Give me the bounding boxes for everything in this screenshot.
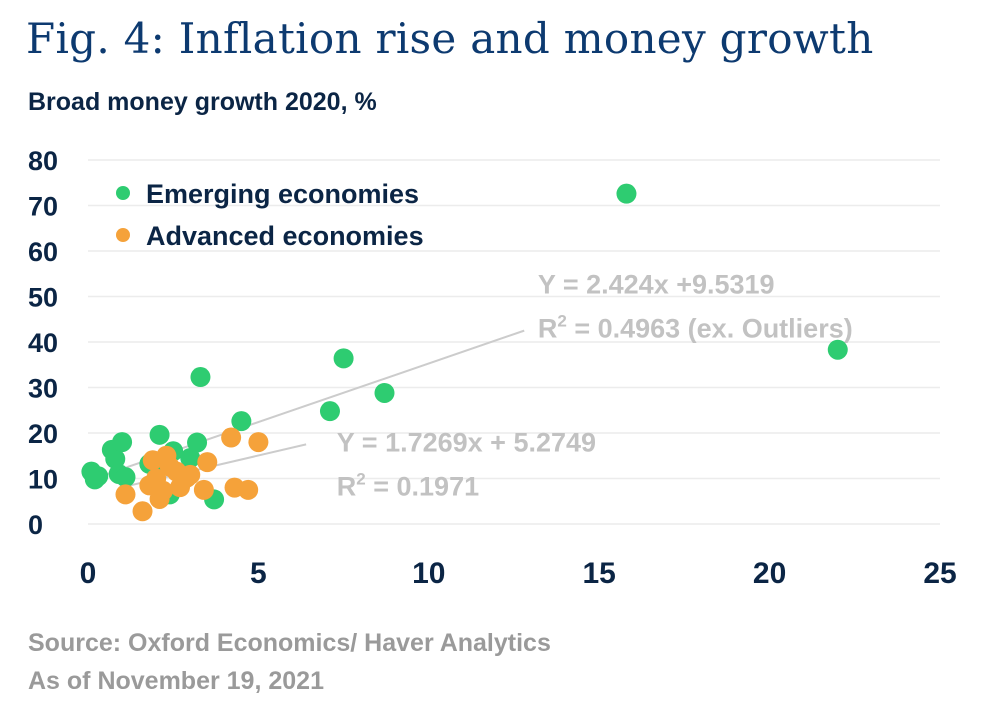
legend-marker-emerging xyxy=(116,186,130,200)
advanced-point-19 xyxy=(248,432,269,453)
advanced-point-1 xyxy=(115,484,136,505)
page-title: Fig. 4: Inflation rise and money growth xyxy=(26,14,874,63)
advanced-point-7 xyxy=(152,480,173,501)
emerging-point-24 xyxy=(827,339,848,360)
y-axis-title: Broad money growth 2020, % xyxy=(28,88,377,116)
x-tick-label-15: 15 xyxy=(583,557,616,590)
advanced-point-2 xyxy=(132,501,153,522)
y-tick-label-20: 20 xyxy=(28,419,58,449)
emerging-point-19 xyxy=(231,411,252,432)
legend-label-emerging: Emerging economies xyxy=(146,179,419,209)
scatter-chart: 0 10 20 30 40 50 60 70 80 0 5 10 15 20 25 Y = 2.424x … xyxy=(28,146,957,590)
x-axis-ticks: 0 5 10 15 20 25 xyxy=(80,557,957,590)
legend-marker-advanced xyxy=(116,228,130,242)
x-tick-label-10: 10 xyxy=(412,557,445,590)
legend-label-advanced: Advanced economies xyxy=(146,221,424,251)
emerging-point-16 xyxy=(187,432,208,453)
y-tick-label-50: 50 xyxy=(28,283,58,313)
advanced-point-16 xyxy=(221,427,242,448)
advanced-point-18 xyxy=(238,479,259,500)
legend: Emerging economies Advanced economies xyxy=(116,179,424,251)
advanced-trend-equation: Y = 1.7269x + 5.2749 xyxy=(337,428,596,458)
emerging-trend-r-squared: R2 = 0.4963 (ex. Outliers) xyxy=(538,311,853,343)
emerging-point-11 xyxy=(149,424,170,445)
emerging-point-22 xyxy=(374,382,395,403)
gridlines xyxy=(88,159,940,525)
x-tick-label-25: 25 xyxy=(923,557,956,590)
advanced-point-13 xyxy=(180,464,201,485)
emerging-point-20 xyxy=(319,401,340,422)
advanced-point-15 xyxy=(197,452,218,473)
source-line: Source: Oxford Economics/ Haver Analytic… xyxy=(28,629,551,657)
x-tick-label-0: 0 xyxy=(80,557,97,590)
emerging-point-21 xyxy=(333,348,354,369)
x-tick-label-20: 20 xyxy=(753,557,786,590)
y-tick-label-80: 80 xyxy=(28,146,58,176)
emerging-point-23 xyxy=(616,183,637,204)
data-points xyxy=(81,183,848,522)
advanced-trend-r-squared: R2 = 0.1971 xyxy=(337,470,479,502)
emerging-point-15 xyxy=(180,448,201,469)
source-note: Source: Oxford Economics/ Haver Analytic… xyxy=(28,624,551,700)
y-tick-label-70: 70 xyxy=(28,192,58,222)
emerging-point-17 xyxy=(190,367,211,388)
y-tick-label-10: 10 xyxy=(28,465,58,495)
trend-annotations: Y = 2.424x +9.5319 R2 = 0.4963 (ex. Outli… xyxy=(337,269,853,501)
y-tick-label-40: 40 xyxy=(28,328,58,358)
date-line: As of November 19, 2021 xyxy=(28,667,324,695)
emerging-point-7 xyxy=(112,432,133,453)
y-tick-label-30: 30 xyxy=(28,374,58,404)
emerging-point-3 xyxy=(88,466,109,487)
y-tick-label-0: 0 xyxy=(28,510,43,540)
advanced-point-14 xyxy=(193,479,214,500)
emerging-trend-equation: Y = 2.424x +9.5319 xyxy=(538,269,775,299)
emerging-point-8 xyxy=(115,467,136,488)
y-tick-label-60: 60 xyxy=(28,237,58,267)
x-tick-label-5: 5 xyxy=(250,557,267,590)
y-axis-ticks: 0 10 20 30 40 50 60 70 80 xyxy=(28,146,58,540)
emerging-point-5 xyxy=(105,448,126,469)
